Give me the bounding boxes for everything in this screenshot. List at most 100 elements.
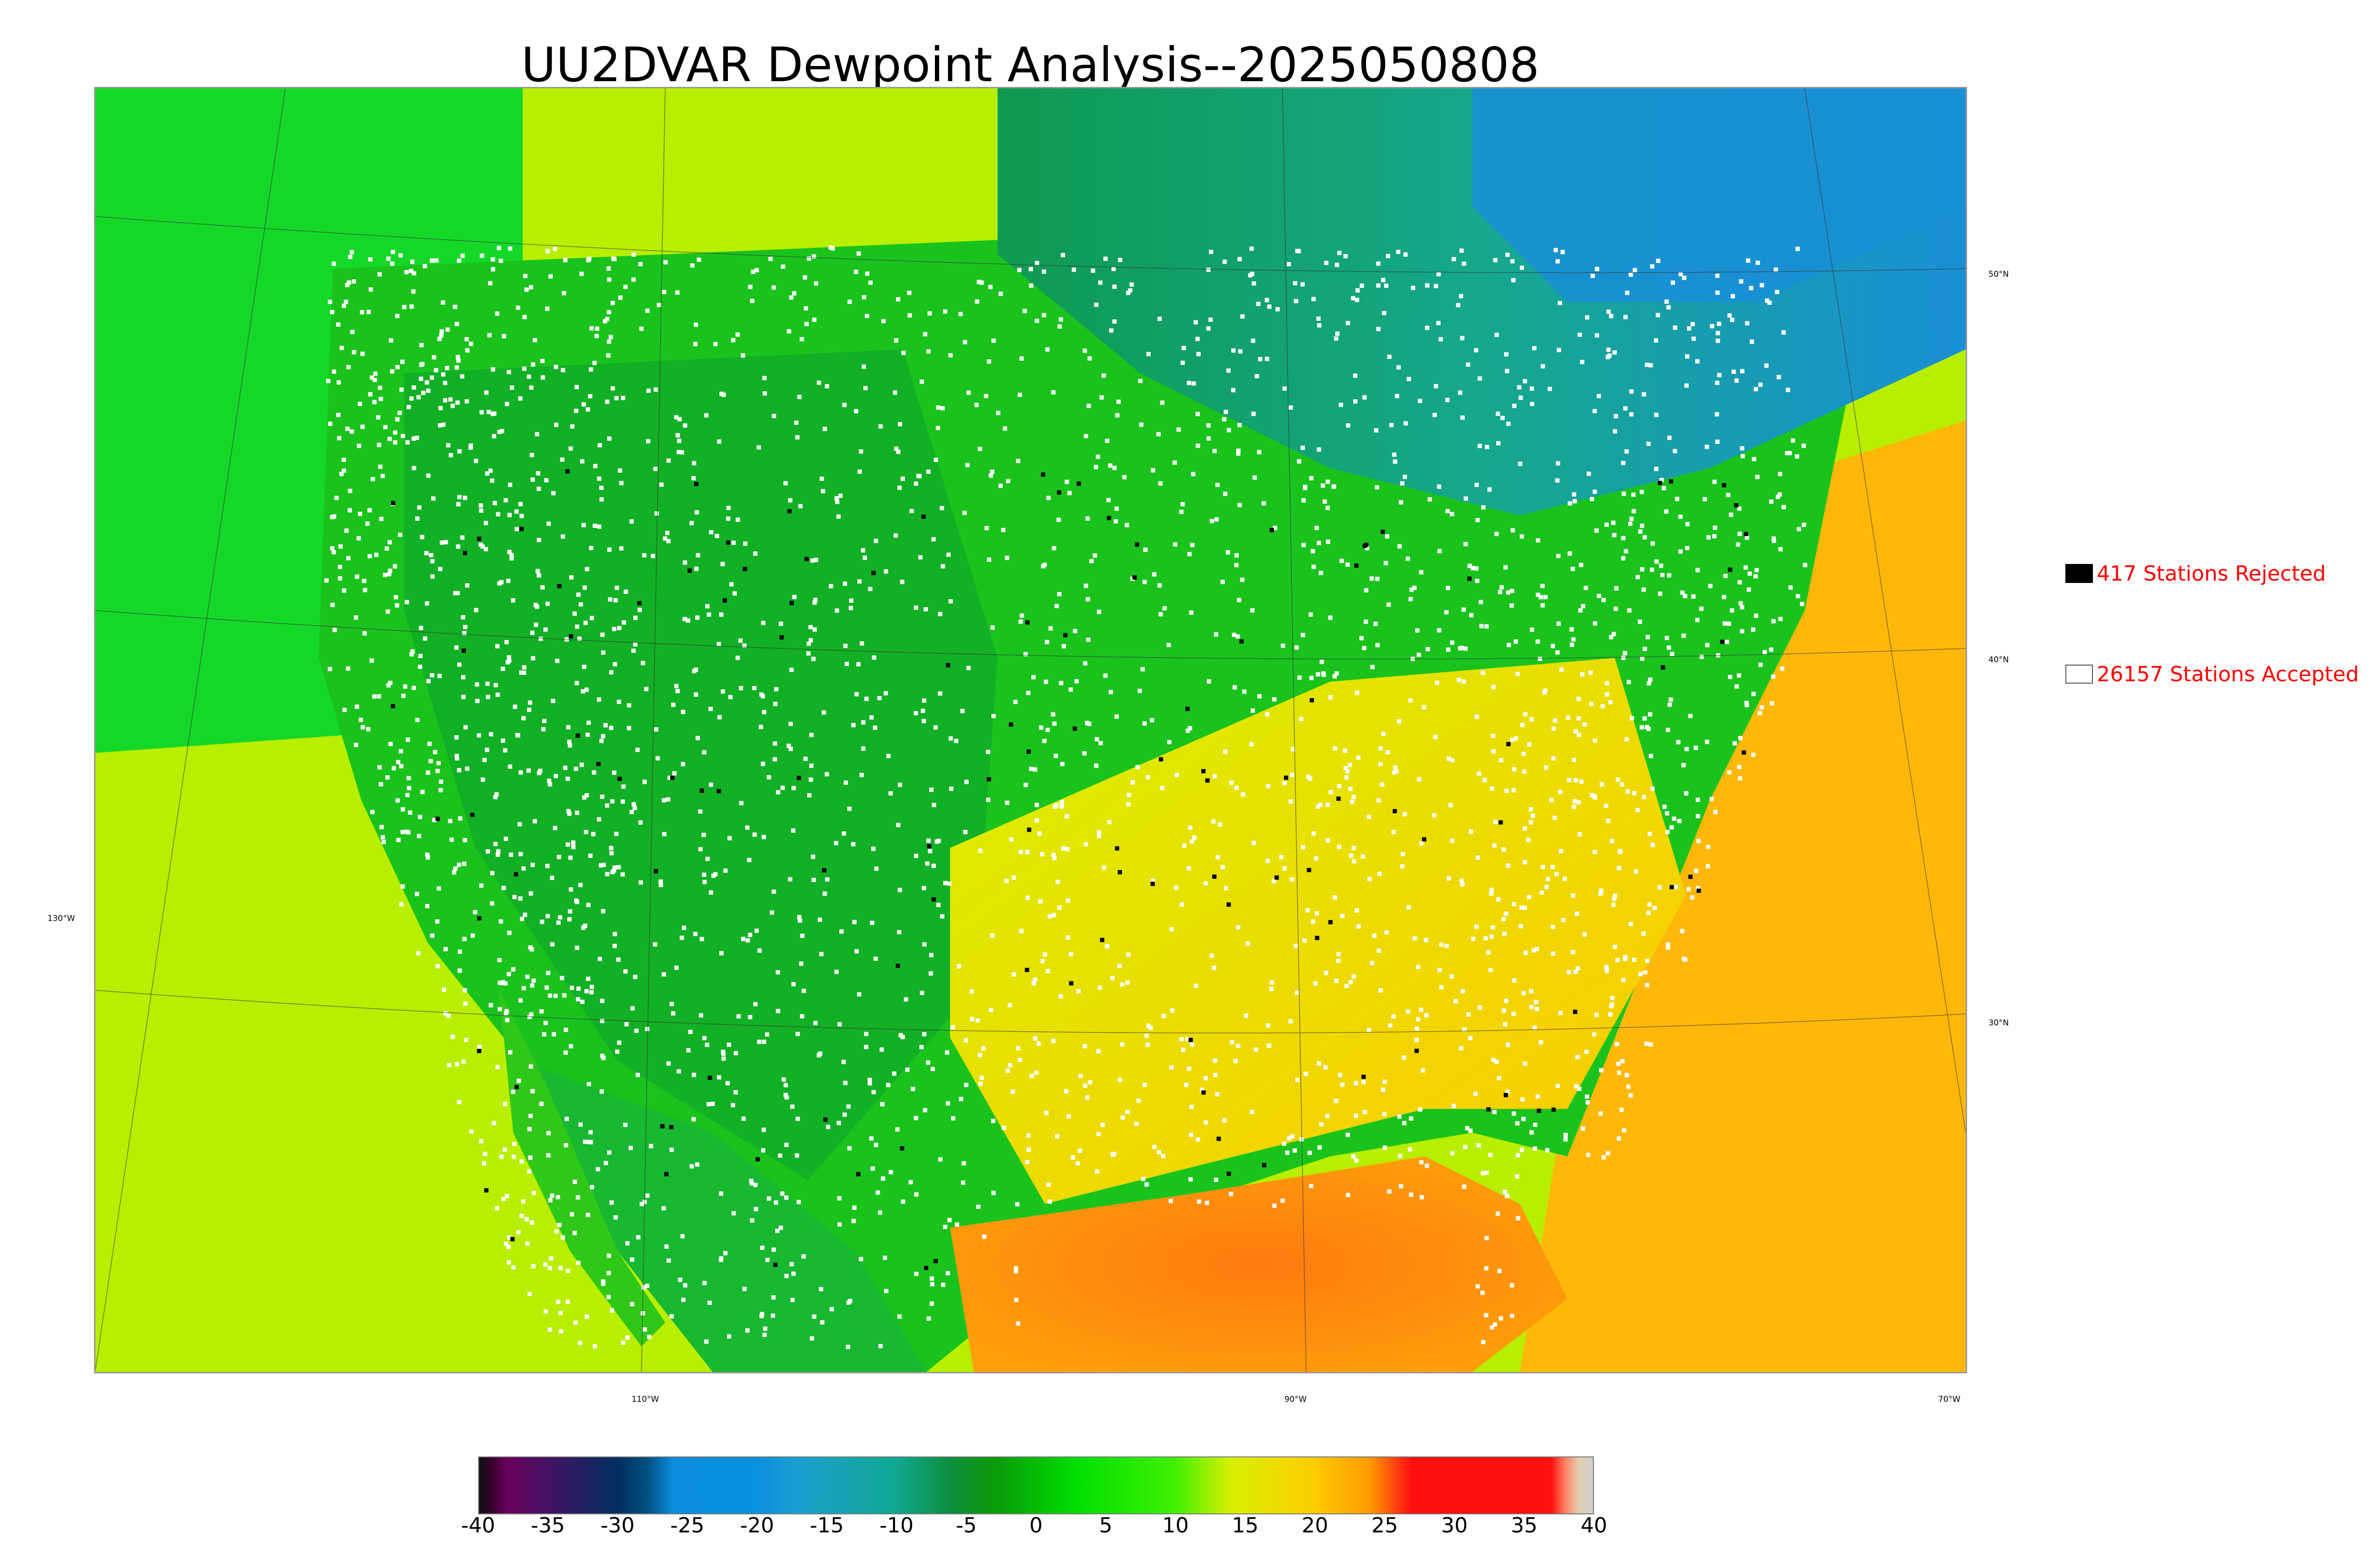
station-accepted-marker (1387, 355, 1392, 359)
station-accepted-marker (424, 380, 429, 385)
station-accepted-marker (477, 1044, 482, 1049)
station-accepted-marker (809, 777, 813, 782)
station-accepted-marker (1599, 1068, 1603, 1072)
station-accepted-marker (519, 1159, 524, 1164)
station-accepted-marker (537, 487, 541, 491)
station-accepted-marker (762, 376, 767, 380)
station-accepted-marker (1035, 261, 1039, 265)
station-accepted-marker (432, 817, 437, 822)
station-accepted-marker (456, 502, 461, 507)
station-accepted-marker (1142, 580, 1147, 584)
station-accepted-marker (485, 471, 490, 476)
station-accepted-marker (1269, 986, 1274, 991)
station-accepted-marker (781, 264, 785, 269)
station-accepted-marker (854, 692, 859, 696)
station-accepted-marker (370, 477, 375, 481)
station-accepted-marker (1106, 498, 1111, 502)
station-accepted-marker (741, 937, 745, 941)
station-accepted-marker (881, 1176, 886, 1181)
station-accepted-marker (1577, 332, 1582, 337)
station-accepted-marker (698, 809, 703, 814)
station-accepted-marker (1301, 845, 1305, 850)
station-accepted-marker (565, 1268, 570, 1273)
station-accepted-marker (504, 1009, 509, 1014)
station-accepted-marker (1654, 413, 1658, 417)
station-accepted-marker (1212, 966, 1216, 970)
station-accepted-marker (1751, 627, 1755, 632)
station-accepted-marker (1571, 950, 1575, 955)
station-rejected-marker (1262, 1163, 1266, 1167)
station-accepted-marker (1317, 447, 1321, 452)
station-accepted-marker (1353, 399, 1357, 404)
station-accepted-marker (1463, 646, 1468, 651)
station-accepted-marker (1620, 1059, 1625, 1064)
station-accepted-marker (1062, 644, 1066, 648)
station-accepted-marker (1717, 321, 1722, 326)
station-accepted-marker (346, 556, 351, 561)
station-accepted-marker (387, 540, 392, 545)
station-accepted-marker (1065, 847, 1070, 852)
station-accepted-marker (1511, 1111, 1516, 1116)
station-rejected-marker (1073, 726, 1077, 731)
station-accepted-marker (512, 895, 517, 900)
station-accepted-marker (1556, 554, 1561, 558)
station-accepted-marker (841, 1060, 846, 1064)
station-accepted-marker (1345, 562, 1350, 567)
station-accepted-marker (455, 355, 460, 359)
station-accepted-marker (1157, 583, 1162, 588)
station-accepted-marker (557, 1223, 562, 1227)
station-accepted-marker (914, 481, 918, 486)
station-accepted-marker (452, 304, 457, 309)
station-accepted-marker (1496, 1211, 1500, 1216)
station-accepted-marker (1543, 595, 1548, 600)
station-accepted-marker (974, 403, 979, 407)
station-accepted-marker (463, 725, 468, 730)
station-accepted-marker (771, 1313, 775, 1318)
station-accepted-marker (1076, 989, 1081, 994)
station-accepted-marker (1400, 481, 1404, 486)
station-accepted-marker (545, 601, 550, 606)
station-accepted-marker (1580, 360, 1584, 364)
station-accepted-marker (1157, 317, 1162, 321)
station-accepted-marker (1253, 1047, 1258, 1052)
station-accepted-marker (1340, 914, 1345, 918)
station-accepted-marker (1617, 1136, 1621, 1141)
station-accepted-marker (933, 725, 938, 730)
station-accepted-marker (1538, 595, 1543, 600)
lon-label-110: 110°W (631, 1395, 659, 1404)
station-accepted-marker (920, 379, 924, 384)
station-accepted-marker (1592, 489, 1597, 494)
station-accepted-marker (1166, 643, 1171, 648)
station-accepted-marker (1161, 1154, 1166, 1159)
station-accepted-marker (897, 930, 902, 935)
station-accepted-marker (352, 350, 357, 355)
station-accepted-marker (469, 443, 473, 448)
station-accepted-marker (689, 1164, 694, 1169)
station-accepted-marker (1506, 422, 1511, 426)
station-accepted-marker (873, 957, 878, 961)
station-accepted-marker (742, 643, 747, 648)
station-accepted-marker (398, 533, 403, 537)
station-accepted-marker (607, 310, 612, 315)
station-accepted-marker (1120, 1042, 1124, 1047)
station-accepted-marker (765, 1032, 770, 1037)
station-accepted-marker (717, 715, 722, 720)
station-accepted-marker (1083, 1083, 1087, 1088)
station-accepted-marker (1613, 414, 1618, 419)
station-accepted-marker (440, 540, 444, 545)
station-accepted-marker (1128, 288, 1132, 293)
station-accepted-marker (397, 411, 402, 415)
station-accepted-marker (1432, 413, 1437, 417)
station-accepted-marker (515, 733, 520, 737)
colorbar-tick-label: -10 (879, 1513, 914, 1538)
station-accepted-marker (1114, 506, 1119, 511)
station-accepted-marker (1053, 804, 1057, 809)
station-accepted-marker (1505, 369, 1509, 374)
station-accepted-marker (930, 1282, 934, 1286)
station-accepted-marker (662, 832, 667, 836)
station-accepted-marker (1222, 1118, 1227, 1123)
station-accepted-marker (998, 483, 1003, 488)
station-accepted-marker (518, 770, 523, 775)
station-accepted-marker (695, 510, 699, 515)
station-accepted-marker (593, 1344, 597, 1349)
